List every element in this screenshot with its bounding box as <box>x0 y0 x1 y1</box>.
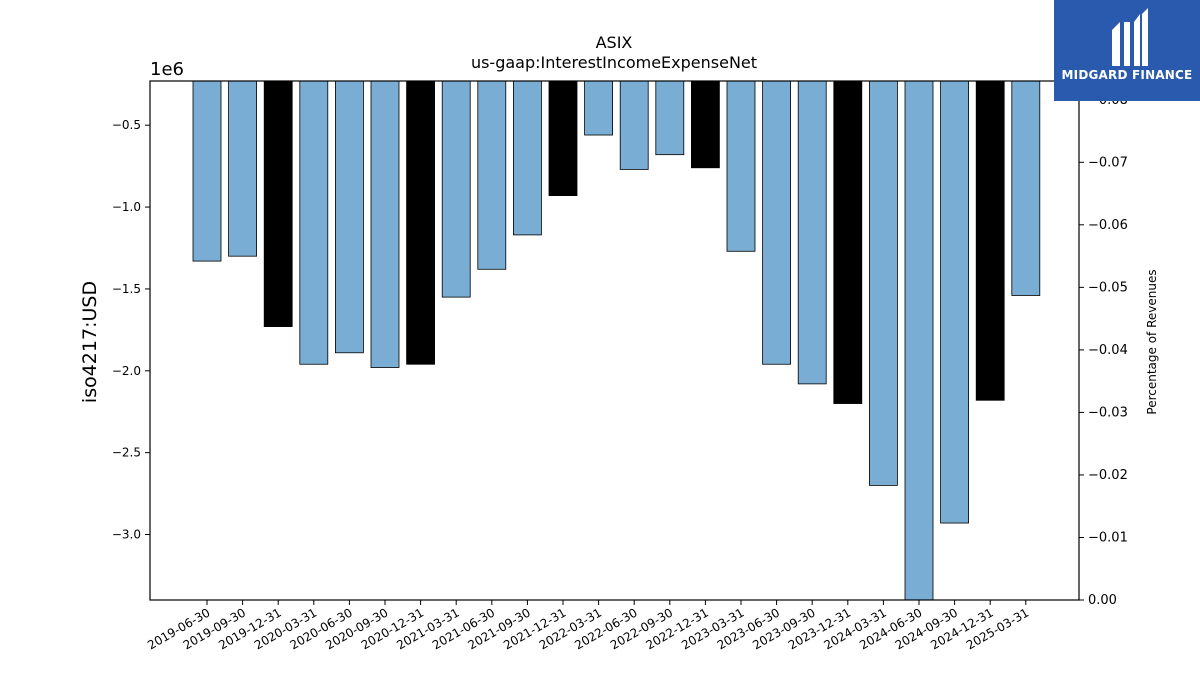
bar-2020-03-31 <box>299 80 329 365</box>
y2-tick-label: −0.03 <box>1088 405 1128 420</box>
bar-2023-12-31 <box>833 80 863 404</box>
chart-title: ASIX <box>596 33 633 52</box>
bar-2024-06-30 <box>904 80 934 601</box>
y2-tick-label: −0.05 <box>1088 280 1128 295</box>
bar-2019-06-30 <box>192 80 222 262</box>
y-tick-label: −2.0 <box>112 364 141 378</box>
bar-2020-06-30 <box>334 80 364 354</box>
y-tick-label: −1.5 <box>112 282 141 296</box>
bar-2021-03-31 <box>441 80 471 298</box>
y-tick-label: −0.5 <box>112 118 141 132</box>
bar-2023-03-31 <box>726 80 756 252</box>
bar-2024-09-30 <box>940 80 969 524</box>
bar-2021-09-30 <box>513 80 542 236</box>
y2-tick-label: −0.04 <box>1088 343 1128 358</box>
logo-name: MIDGARD FINANCE <box>1061 68 1193 82</box>
midgard-finance-logo: MIDGARD FINANCE <box>1054 0 1200 101</box>
y-tick-label: −2.5 <box>112 446 141 460</box>
bar-2019-09-30 <box>228 80 258 257</box>
y2-axis-label: Percentage of Revenues <box>1145 269 1159 414</box>
chart-subtitle: us-gaap:InterestIncomeExpenseNet <box>471 53 757 72</box>
bar-2022-06-30 <box>619 80 649 170</box>
bar-2022-03-31 <box>584 80 613 136</box>
y-offset-label: 1e6 <box>150 59 184 80</box>
bar-2020-09-30 <box>370 80 400 368</box>
bar-2025-03-31 <box>1011 80 1041 296</box>
logo-mark-icon <box>1112 8 1148 66</box>
bar-2024-12-31 <box>975 80 1005 401</box>
bar-2021-06-30 <box>477 80 507 270</box>
bar-2023-06-30 <box>762 80 791 365</box>
y2-tick-label: −0.06 <box>1088 218 1128 233</box>
bar-2020-12-31 <box>406 80 436 365</box>
bars-group <box>192 80 1041 601</box>
y-tick-label: −3.0 <box>112 528 141 542</box>
bar-2019-12-31 <box>263 80 293 327</box>
y2-tick-label: 0.00 <box>1088 593 1117 608</box>
bar-2024-03-31 <box>869 80 898 486</box>
bar-2022-09-30 <box>655 80 685 156</box>
y2-tick-label: −0.01 <box>1088 530 1128 545</box>
plot-frame <box>149 80 1080 601</box>
bar-2023-09-30 <box>797 80 827 385</box>
bar-2021-12-31 <box>548 80 578 197</box>
y-axis-label: iso4217:USD <box>79 281 101 403</box>
y2-tick-label: −0.02 <box>1088 468 1128 483</box>
bar-2022-12-31 <box>691 80 720 169</box>
y-tick-label: −1.0 <box>112 200 141 214</box>
y2-tick-label: −0.07 <box>1088 155 1128 170</box>
